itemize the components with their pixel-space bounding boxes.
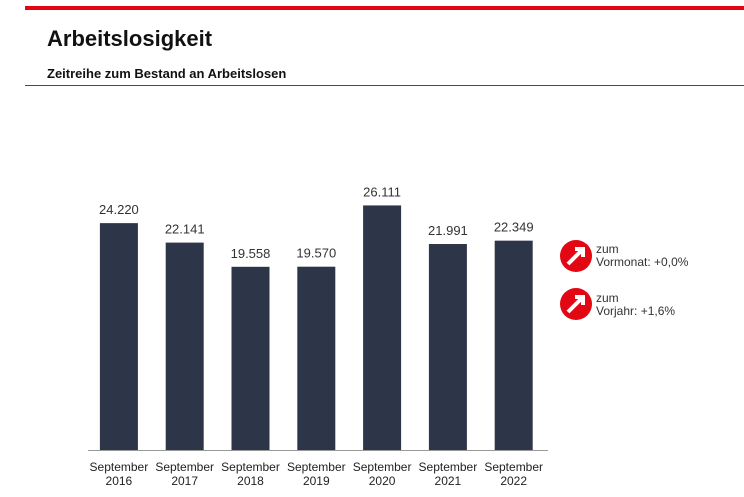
value-label: 21.991 (428, 223, 468, 238)
value-label: 22.141 (165, 222, 205, 237)
indicator-icon (560, 240, 592, 272)
value-label: 24.220 (99, 202, 139, 217)
top-bar (25, 6, 744, 10)
indicator-value: +0,0% (654, 255, 689, 269)
bar (165, 242, 204, 450)
value-label: 19.558 (231, 246, 271, 261)
indicator-text: zum (596, 242, 619, 256)
x-tick-label: September 2016 (89, 460, 149, 488)
x-tick-label: September 2020 (352, 460, 412, 488)
bar (363, 205, 402, 450)
x-tick-label: September 2017 (155, 460, 215, 488)
x-tick-label: September 2022 (484, 460, 544, 488)
indicator: zum Vorjahr: +1,6% (596, 292, 675, 318)
value-label: 26.111 (363, 184, 401, 199)
x-tick-label: September 2018 (221, 460, 280, 488)
bar (231, 266, 270, 450)
value-label: 22.349 (494, 220, 534, 235)
indicator-label: Vorjahr: (596, 304, 638, 318)
indicator-value: +1,6% (640, 304, 676, 318)
indicator: zum Vormonat: +0,0% (596, 243, 688, 269)
bar (494, 240, 533, 450)
bar (99, 223, 138, 450)
title: Arbeitslosigkeit (47, 26, 213, 51)
indicator-icon (560, 288, 592, 320)
bar (297, 266, 336, 450)
header-rule (25, 85, 744, 86)
bar (428, 244, 467, 450)
indicator-text: zum (596, 291, 619, 305)
x-tick-label: September 2021 (418, 460, 478, 488)
x-tick-label: September 2019 (286, 460, 346, 488)
indicator-label: Vormonat: (596, 255, 651, 269)
value-label: 19.570 (296, 246, 336, 261)
subtitle: Zeitreihe zum Bestand an Arbeitslosen (47, 66, 287, 81)
